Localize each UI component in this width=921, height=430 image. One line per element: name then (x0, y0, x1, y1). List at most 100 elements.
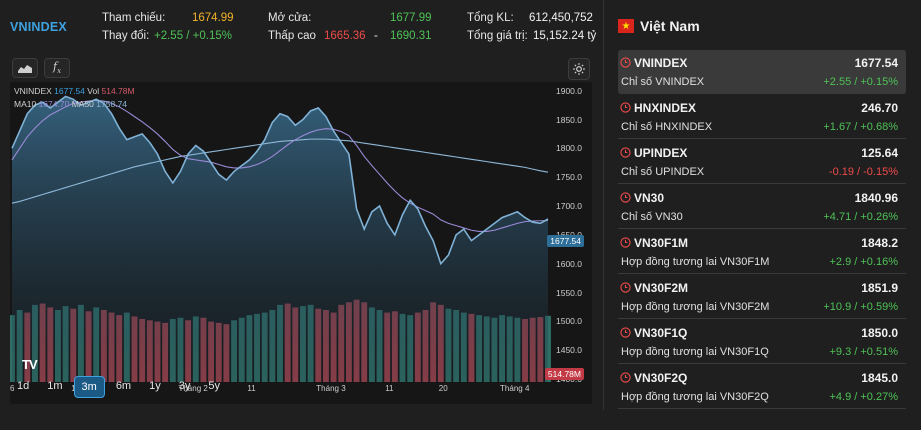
range-selector: 1d 1m 3m 6m 1y 3y 5y (10, 376, 227, 398)
clock-icon (620, 282, 631, 293)
index-change: +4.9 / +0.27% (829, 391, 899, 403)
range-1d[interactable]: 1d (17, 380, 30, 392)
range-3y[interactable]: 3y (178, 380, 191, 392)
vietnam-flag-icon: ★ (618, 19, 634, 33)
index-change: -0.19 / -0.15% (828, 166, 898, 178)
index-description: Chỉ số UPINDEX (621, 166, 705, 178)
x-tick-label: 6 (10, 384, 15, 393)
index-name: VN30 (634, 191, 665, 205)
series-line-vnindex (11, 95, 549, 266)
y-tick-label: 1650.0 (556, 230, 582, 240)
clock-icon (620, 237, 631, 248)
y-tick-label: 1900.0 (556, 85, 582, 96)
legend-vol: 514.78M (101, 86, 135, 96)
range-1m[interactable]: 1m (47, 380, 63, 392)
symbol-title[interactable]: VNINDEX (10, 20, 67, 34)
x-tick-label: Tháng 4 (500, 384, 530, 393)
chart-frame: fx VNINDEX 1677.54 Vol 514.78M MA10 1674… (6, 52, 596, 412)
y-tick-label: 1800.0 (556, 143, 582, 154)
index-change: +10.9 / +0.59% (823, 301, 898, 313)
index-row-hnxindex[interactable]: HNXINDEX 246.70 Chỉ số HNXINDEX +1.67 / +0.… (618, 95, 906, 139)
range-dash: - (374, 30, 378, 42)
index-row-vnindex[interactable]: VNINDEX 1677.54 Chỉ số VNINDEX +2.55 / +0.1… (618, 50, 906, 94)
index-price: 1850.0 (861, 326, 898, 340)
index-name: VNINDEX (634, 56, 688, 70)
clock-icon (620, 102, 631, 113)
tradingview-logo: TV (22, 357, 38, 372)
index-name: VN30F1Q (634, 326, 688, 340)
x-tick-label: 11 (247, 384, 256, 393)
index-price: 1848.2 (861, 236, 898, 250)
y-tick-label: 1700.0 (556, 201, 582, 212)
region-title: Việt Nam (640, 18, 700, 34)
open-label: Mở cửa: (268, 12, 312, 24)
y-tick-label: 1550.0 (556, 287, 582, 298)
price-chart (10, 95, 551, 382)
index-description: Hợp đồng tương lai VN30F1Q (621, 346, 769, 358)
index-name: HNXINDEX (634, 101, 697, 115)
index-name: VN30F2M (634, 281, 689, 295)
index-change: +2.9 / +0.16% (829, 256, 899, 268)
x-tick-label: Tháng 2 (178, 384, 208, 393)
last-volume-tag: 514.78M (544, 368, 584, 380)
clock-icon (620, 147, 631, 158)
legend-line-2: MA10 1674.70 MA50 1758.74 (14, 99, 127, 109)
index-row-vn30[interactable]: VN30 1840.96 Chỉ số VN30 +4.71 / +0.26% (618, 185, 906, 229)
legend-ma50-label: MA50 (71, 99, 94, 109)
volume-value: 612,450,752 (529, 12, 593, 24)
index-row-upindex[interactable]: UPINDEX 125.64 Chỉ số UPINDEX -0.19 / -0.15… (618, 140, 906, 184)
quote-header: VNINDEX Tham chiếu: 1674.99 Thay đổi: +2… (0, 0, 600, 50)
index-price: 1840.96 (854, 191, 898, 205)
chart-plot-area[interactable]: VNINDEX 1677.54 Vol 514.78M MA10 1674.70… (10, 82, 592, 404)
index-change: +4.71 / +0.26% (823, 211, 898, 223)
range-3m[interactable]: 3m (73, 376, 105, 398)
range-6m[interactable]: 6m (115, 380, 132, 392)
index-description: Hợp đồng tương lai VN30F2M (621, 301, 770, 313)
volume-label: Tổng KL: (467, 12, 514, 24)
index-description: Hợp đồng tương lai VN30F2Q (621, 391, 769, 403)
index-change: +1.67 / +0.68% (823, 121, 898, 133)
index-name: VN30F2Q (634, 371, 688, 385)
ref-value: 1674.99 (192, 12, 234, 24)
lowhigh-label: Thấp cao (268, 30, 316, 42)
panel-divider (603, 0, 604, 410)
index-price: 246.70 (861, 101, 898, 115)
range-5y[interactable]: 5y (208, 380, 220, 392)
index-row-vn30f2m[interactable]: VN30F2M 1851.9 Hợp đồng tương lai VN30F2M +… (618, 275, 906, 319)
legend-ma10-label: MA10 (14, 99, 37, 109)
series-line-ma50 (11, 138, 549, 204)
market-list-panel: ★ Việt Nam VNINDEX 1677.54 Chỉ số VNINDEX +… (610, 0, 921, 430)
last-price-tag: 1677.54 (547, 235, 584, 247)
x-tick-label: Tháng 3 (316, 384, 346, 393)
chart-settings-button[interactable] (568, 58, 590, 80)
ref-label: Tham chiếu: (102, 12, 166, 24)
clock-icon (620, 327, 631, 338)
price-area (12, 96, 548, 382)
change-label: Thay đổi: (102, 30, 150, 42)
index-description: Hợp đồng tương lai VN30F1M (621, 256, 770, 268)
index-change: +9.3 / +0.51% (829, 346, 899, 358)
value-label: Tổng giá trị: (467, 30, 528, 42)
index-change: +2.55 / +0.15% (823, 76, 898, 88)
indicator-button[interactable]: fx (44, 58, 70, 78)
index-chart-panel: VNINDEX Tham chiếu: 1674.99 Thay đổi: +2… (0, 0, 600, 412)
index-row-vn30f1q[interactable]: VN30F1Q 1850.0 Hợp đồng tương lai VN30F1Q +… (618, 320, 906, 364)
chart-type-button[interactable] (12, 58, 38, 78)
legend-vol-label: Vol (87, 86, 100, 96)
y-tick-label: 1750.0 (556, 172, 582, 183)
y-tick-label: 1450.0 (556, 345, 582, 356)
clock-icon (620, 57, 631, 68)
fx-icon: fx (52, 60, 62, 76)
y-tick-label: 1850.0 (556, 114, 582, 125)
clock-icon (620, 192, 631, 203)
index-price: 1845.0 (861, 371, 898, 385)
index-description: Chỉ số HNXINDEX (621, 121, 713, 133)
index-row-vn30f2q[interactable]: VN30F2Q 1845.0 Hợp đồng tương lai VN30F2Q +… (618, 365, 906, 409)
range-1y[interactable]: 1y (149, 380, 161, 392)
change-value: +2.55 / +0.15% (154, 30, 233, 42)
value-value: 15,152.24 tỷ (533, 30, 597, 42)
series-line-ma10 (11, 99, 549, 232)
index-description: Chỉ số VNINDEX (621, 76, 705, 88)
index-row-vn30f1m[interactable]: VN30F1M 1848.2 Hợp đồng tương lai VN30F1M +… (618, 230, 906, 274)
legend-ma10: 1674.70 (38, 99, 70, 109)
